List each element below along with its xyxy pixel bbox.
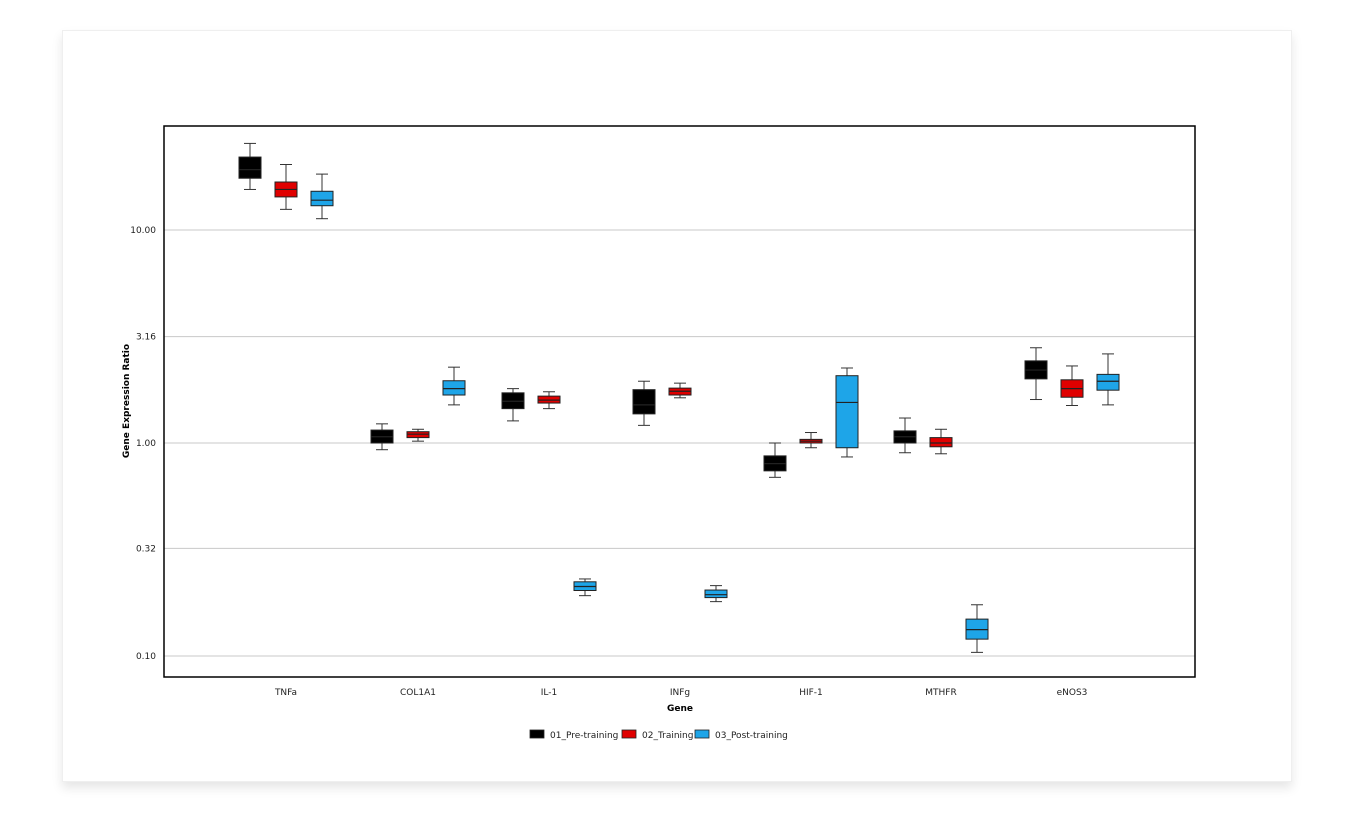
x-axis-title: Gene [667, 704, 693, 714]
box-02_Training-IL-1 [537, 391, 561, 410]
box-01_Pre-training-eNOS3 [1024, 347, 1048, 401]
legend-label: 03_Post-training [715, 731, 788, 741]
box [632, 389, 656, 415]
x-tick-label: TNFa [274, 688, 297, 698]
y-tick-label: 3.16 [136, 333, 156, 343]
x-tick-label: IL-1 [541, 688, 557, 698]
box-03_Post-training-HIF-1 [835, 367, 859, 458]
box-01_Pre-training-IL-1 [501, 388, 525, 422]
legend: 01_Pre-training 02_Training 03_Post-traini… [529, 729, 788, 741]
box-01_Pre-training-COL1A1 [370, 423, 394, 451]
legend-swatch [621, 729, 637, 739]
legend-label: 02_Training [642, 731, 693, 741]
box-02_Training-HIF-1 [799, 432, 823, 449]
x-tick-label: COL1A1 [400, 688, 436, 698]
legend-swatch [529, 729, 545, 739]
box-02_Training-COL1A1 [406, 428, 430, 442]
box-01_Pre-training-TNFa [238, 142, 262, 190]
x-axis-ticks: TNFa COL1A1 IL-1 INFg HIF-1 MTHFR eNOS3 [274, 688, 1087, 698]
chart-card [62, 30, 1292, 782]
box-03_Post-training-COL1A1 [442, 366, 466, 406]
box [238, 156, 262, 179]
legend-item: 02_Training [621, 729, 693, 741]
y-axis-ticks: 0.10 0.32 1.00 3.16 10.00 [130, 226, 156, 662]
y-axis-title: Gene Expression Ratio [122, 344, 132, 458]
box-03_Post-training-MTHFR [965, 604, 989, 653]
y-tick-label: 0.32 [136, 544, 156, 554]
box-01_Pre-training-HIF-1 [763, 442, 787, 478]
box [704, 589, 728, 599]
box-03_Post-training-TNFa [310, 173, 334, 220]
x-tick-label: MTHFR [925, 688, 956, 698]
box-03_Post-training-INFg [704, 585, 728, 603]
legend-item: 03_Post-training [694, 729, 788, 741]
box [310, 190, 334, 207]
y-tick-label: 1.00 [136, 439, 156, 449]
plot-frame [163, 125, 1196, 678]
box-02_Training-MTHFR [929, 428, 953, 455]
box [835, 375, 859, 449]
box-02_Training-eNOS3 [1060, 365, 1084, 406]
y-tick-label: 0.10 [136, 652, 156, 662]
y-tick-label: 10.00 [130, 226, 156, 236]
legend-label: 01_Pre-training [550, 731, 618, 741]
box [929, 437, 953, 448]
box-01_Pre-training-MTHFR [893, 417, 917, 454]
gridlines [164, 229, 1195, 657]
legend-item: 01_Pre-training [529, 729, 618, 741]
box [442, 380, 466, 396]
x-tick-label: HIF-1 [799, 688, 823, 698]
box-series [238, 142, 1120, 653]
x-tick-label: eNOS3 [1057, 688, 1088, 698]
x-tick-label: INFg [670, 688, 690, 698]
box-03_Post-training-IL-1 [573, 578, 597, 597]
box-02_Training-INFg [668, 382, 692, 399]
box-02_Training-TNFa [274, 164, 298, 210]
box [1096, 373, 1120, 391]
legend-swatch [694, 729, 710, 739]
box-03_Post-training-eNOS3 [1096, 353, 1120, 406]
box-01_Pre-training-INFg [632, 380, 656, 426]
